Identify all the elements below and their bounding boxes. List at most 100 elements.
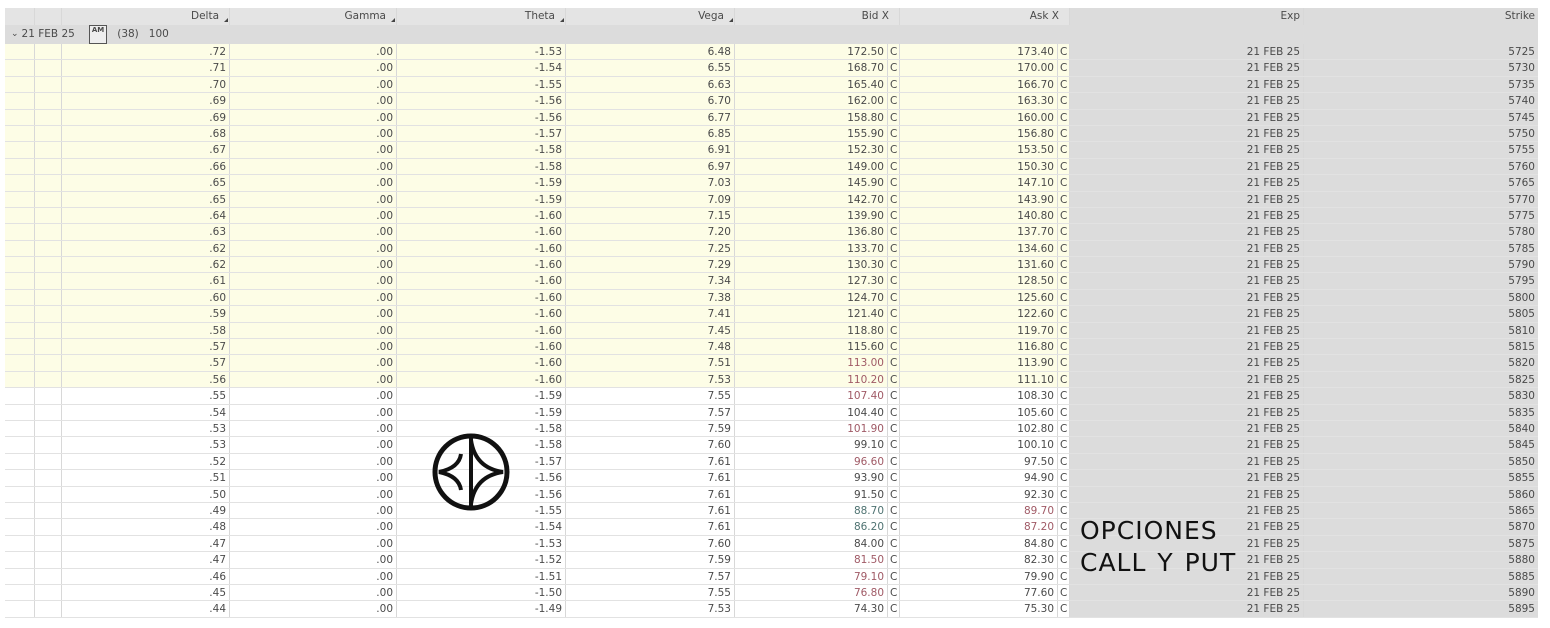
bid-cell[interactable]: 74.30 xyxy=(735,601,888,617)
ask-cell[interactable]: 87.20 xyxy=(900,519,1058,535)
table-row[interactable]: .67.00 -1.58 6.91 152.30 C 153.50 C 21 FEB 25 57… xyxy=(5,142,1538,159)
header-theta[interactable]: Theta xyxy=(397,8,566,25)
ask-cell[interactable]: 111.10 xyxy=(900,371,1058,388)
ask-cell[interactable]: 97.50 xyxy=(900,453,1058,470)
ask-cell[interactable]: 125.60 xyxy=(900,289,1058,306)
table-row[interactable]: .62.00 -1.60 7.29 130.30 C 131.60 C 21 FEB 25 57… xyxy=(5,257,1538,274)
table-row[interactable]: .71.00 -1.54 6.55 168.70 C 170.00 C 21 FEB 25 57… xyxy=(5,60,1538,77)
ask-cell[interactable]: 100.10 xyxy=(900,437,1058,453)
bid-cell[interactable]: 101.90 xyxy=(735,420,888,437)
table-row[interactable]: .53.00 -1.58 7.59 101.90 C 102.80 C 21 FEB 25 58… xyxy=(5,420,1538,438)
ask-cell[interactable]: 119.70 xyxy=(900,322,1058,339)
table-row[interactable]: .55.00 -1.59 7.55 107.40 C 108.30 C 21 FEB 25 58… xyxy=(5,388,1538,405)
table-row[interactable]: .63.00 -1.60 7.20 136.80 C 137.70 C 21 FEB 25 57… xyxy=(5,224,1538,241)
table-row[interactable]: .72.00 -1.53 6.48 172.50 C 173.40 C 21 FEB 25 57… xyxy=(5,44,1538,61)
table-row[interactable]: .65.00 -1.59 7.03 145.90 C 147.10 C 21 FEB 25 57… xyxy=(5,175,1538,192)
table-row[interactable]: .44.00 -1.49 7.53 74.30 C 75.30 C 21 FEB 25 5895 xyxy=(5,601,1538,618)
header-vega[interactable]: Vega xyxy=(566,8,735,25)
bid-cell[interactable]: 152.30 xyxy=(735,142,888,158)
bid-cell[interactable]: 121.40 xyxy=(735,306,888,322)
bid-cell[interactable]: 99.10 xyxy=(735,437,888,453)
bid-cell[interactable]: 110.20 xyxy=(735,371,888,388)
table-row[interactable]: .53.00 -1.58 7.60 99.10 C 100.10 C 21 FEB 25 584… xyxy=(5,437,1538,454)
table-row[interactable]: .57.00 -1.60 7.48 115.60 C 116.80 C 21 FEB 25 58… xyxy=(5,339,1538,356)
ask-cell[interactable]: 140.80 xyxy=(900,207,1058,224)
ask-cell[interactable]: 173.40 xyxy=(900,44,1058,60)
bid-cell[interactable]: 145.90 xyxy=(735,175,888,191)
bid-cell[interactable]: 155.90 xyxy=(735,125,888,142)
bid-cell[interactable]: 133.70 xyxy=(735,240,888,257)
bid-cell[interactable]: 139.90 xyxy=(735,207,888,224)
bid-cell[interactable]: 104.40 xyxy=(735,404,888,420)
ask-cell[interactable]: 150.30 xyxy=(900,158,1058,175)
ask-cell[interactable]: 77.60 xyxy=(900,584,1058,601)
bid-cell[interactable]: 86.20 xyxy=(735,519,888,535)
table-row[interactable]: .62.00 -1.60 7.25 133.70 C 134.60 C 21 FEB 25 57… xyxy=(5,240,1538,258)
table-row[interactable]: .51.00 -1.56 7.61 93.90 C 94.90 C 21 FEB 25 5855 xyxy=(5,470,1538,487)
header-bid[interactable]: Bid X xyxy=(735,8,900,25)
ask-cell[interactable]: 170.00 xyxy=(900,60,1058,76)
bid-cell[interactable]: 88.70 xyxy=(735,502,888,519)
table-row[interactable]: .47.00 -1.52 7.59 81.50 C 82.30 C 21 FEB 25 5880 xyxy=(5,552,1538,569)
ask-cell[interactable]: 113.90 xyxy=(900,355,1058,371)
expiration-group-row[interactable]: ⌄ 21 FEB 25 AM (38) 100 xyxy=(5,25,1538,44)
ask-cell[interactable]: 163.30 xyxy=(900,93,1058,109)
table-row[interactable]: .50.00 -1.56 7.61 91.50 C 92.30 C 21 FEB 25 5860 xyxy=(5,486,1538,503)
table-row[interactable]: .52.00 -1.57 7.61 96.60 C 97.50 C 21 FEB 25 5850 xyxy=(5,453,1538,471)
table-row[interactable]: .48.00 -1.54 7.61 86.20 C 87.20 C 21 FEB 25 5870 xyxy=(5,519,1538,536)
ask-cell[interactable]: 122.60 xyxy=(900,306,1058,322)
table-row[interactable]: .70.00 -1.55 6.63 165.40 C 166.70 C 21 FEB 25 57… xyxy=(5,76,1538,94)
ask-cell[interactable]: 134.60 xyxy=(900,240,1058,257)
bid-cell[interactable]: 115.60 xyxy=(735,339,888,355)
bid-cell[interactable]: 158.80 xyxy=(735,109,888,125)
bid-cell[interactable]: 130.30 xyxy=(735,257,888,273)
table-row[interactable]: .59.00 -1.60 7.41 121.40 C 122.60 C 21 FEB 25 58… xyxy=(5,306,1538,323)
bid-cell[interactable]: 107.40 xyxy=(735,388,888,404)
table-row[interactable]: .45.00 -1.50 7.55 76.80 C 77.60 C 21 FEB 25 5890 xyxy=(5,584,1538,602)
table-row[interactable]: .61.00 -1.60 7.34 127.30 C 128.50 C 21 FEB 25 57… xyxy=(5,273,1538,290)
ask-cell[interactable]: 153.50 xyxy=(900,142,1058,158)
bid-cell[interactable]: 93.90 xyxy=(735,470,888,486)
ask-cell[interactable]: 166.70 xyxy=(900,76,1058,93)
table-row[interactable]: .57.00 -1.60 7.51 113.00 C 113.90 C 21 FEB 25 58… xyxy=(5,355,1538,372)
ask-cell[interactable]: 94.90 xyxy=(900,470,1058,486)
bid-cell[interactable]: 149.00 xyxy=(735,158,888,175)
ask-cell[interactable]: 102.80 xyxy=(900,420,1058,437)
chevron-down-icon[interactable]: ⌄ xyxy=(11,29,19,39)
header-delta[interactable]: Delta xyxy=(62,8,230,25)
bid-cell[interactable]: 81.50 xyxy=(735,552,888,568)
header-strike[interactable]: Strike xyxy=(1304,8,1538,25)
ask-cell[interactable]: 143.90 xyxy=(900,191,1058,207)
ask-cell[interactable]: 84.80 xyxy=(900,535,1058,552)
ask-cell[interactable]: 92.30 xyxy=(900,486,1058,502)
bid-cell[interactable]: 165.40 xyxy=(735,76,888,93)
header-ask[interactable]: Ask X xyxy=(900,8,1070,25)
header-gamma[interactable]: Gamma xyxy=(230,8,397,25)
table-row[interactable]: .49.00 -1.55 7.61 88.70 C 89.70 C 21 FEB 25 5865 xyxy=(5,502,1538,520)
table-row[interactable]: .60.00 -1.60 7.38 124.70 C 125.60 C 21 FEB 25 58… xyxy=(5,289,1538,307)
table-row[interactable]: .46.00 -1.51 7.57 79.10 C 79.90 C 21 FEB 25 5885 xyxy=(5,568,1538,585)
table-row[interactable]: .68.00 -1.57 6.85 155.90 C 156.80 C 21 FEB 25 57… xyxy=(5,125,1538,143)
bid-cell[interactable]: 91.50 xyxy=(735,486,888,502)
ask-cell[interactable]: 147.10 xyxy=(900,175,1058,191)
bid-cell[interactable]: 84.00 xyxy=(735,535,888,552)
bid-cell[interactable]: 79.10 xyxy=(735,568,888,584)
bid-cell[interactable]: 96.60 xyxy=(735,453,888,470)
header-exp[interactable]: Exp xyxy=(1070,8,1304,25)
table-row[interactable]: .56.00 -1.60 7.53 110.20 C 111.10 C 21 FEB 25 58… xyxy=(5,371,1538,389)
table-row[interactable]: .65.00 -1.59 7.09 142.70 C 143.90 C 21 FEB 25 57… xyxy=(5,191,1538,208)
table-row[interactable]: .66.00 -1.58 6.97 149.00 C 150.30 C 21 FEB 25 57… xyxy=(5,158,1538,176)
bid-cell[interactable]: 76.80 xyxy=(735,584,888,601)
bid-cell[interactable]: 127.30 xyxy=(735,273,888,289)
ask-cell[interactable]: 105.60 xyxy=(900,404,1058,420)
ask-cell[interactable]: 156.80 xyxy=(900,125,1058,142)
table-row[interactable]: .47.00 -1.53 7.60 84.00 C 84.80 C 21 FEB 25 5875 xyxy=(5,535,1538,553)
ask-cell[interactable]: 116.80 xyxy=(900,339,1058,355)
table-row[interactable]: .69.00 -1.56 6.77 158.80 C 160.00 C 21 FEB 25 57… xyxy=(5,109,1538,126)
ask-cell[interactable]: 89.70 xyxy=(900,502,1058,519)
table-row[interactable]: .54.00 -1.59 7.57 104.40 C 105.60 C 21 FEB 25 58… xyxy=(5,404,1538,421)
ask-cell[interactable]: 79.90 xyxy=(900,568,1058,584)
bid-cell[interactable]: 162.00 xyxy=(735,93,888,109)
bid-cell[interactable]: 168.70 xyxy=(735,60,888,76)
bid-cell[interactable]: 142.70 xyxy=(735,191,888,207)
